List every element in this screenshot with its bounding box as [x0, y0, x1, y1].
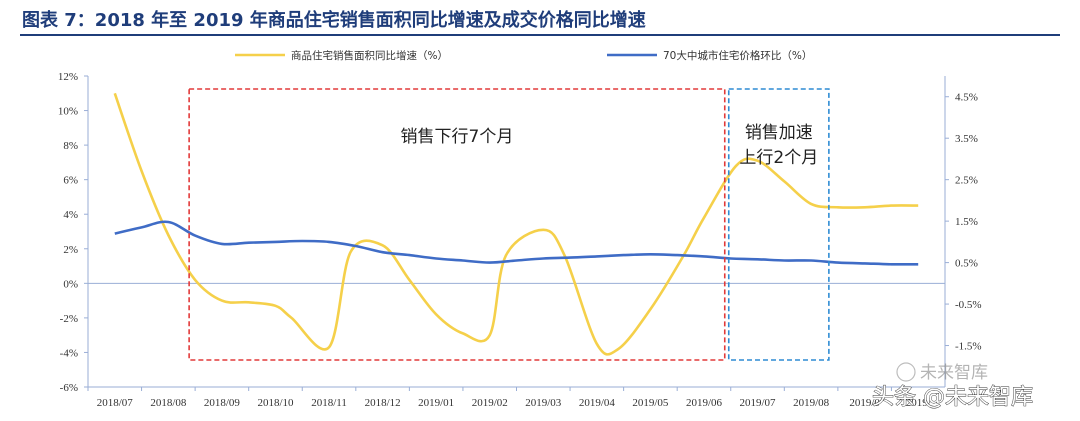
- left-tick-label: 10%: [58, 106, 78, 118]
- x-tick-label: 2019/03: [525, 397, 562, 409]
- x-tick-label: 2018/08: [150, 397, 187, 409]
- x-tick-label: 2019/08: [793, 397, 830, 409]
- right-tick-label: 2.5%: [955, 175, 978, 187]
- annotation-sales-down: 销售下行7个月: [401, 127, 514, 147]
- price-mom-line: [114, 220, 919, 266]
- legend-label-sales: 商品住宅销售面积同比增速（%）: [291, 49, 448, 62]
- red-annotation-box: [188, 88, 726, 361]
- x-tick-label: 2019/0: [849, 397, 880, 409]
- annotation-sales-up-line2: 上行2个月: [739, 148, 818, 168]
- right-tick-label: 1.5%: [955, 216, 978, 228]
- x-tick-label: 2018/12: [365, 397, 401, 409]
- right-tick-label: 0.5%: [955, 258, 978, 270]
- x-tick-label: 2019/02: [472, 397, 508, 409]
- x-tick-label: 2019/01: [418, 397, 454, 409]
- right-tick-label: -0.5%: [955, 299, 982, 311]
- left-tick-label: 0%: [63, 278, 78, 290]
- right-tick-label: 4.5%: [955, 92, 978, 104]
- chart-title: 图表 7：2018 年至 2019 年商品住宅销售面积同比增速及成交价格同比增速: [22, 10, 646, 31]
- x-tick-label: 2019/04: [579, 397, 616, 409]
- x-tick-label: 2019/: [906, 397, 932, 409]
- blue-annotation-box: [727, 88, 830, 361]
- title-divider: [20, 34, 1060, 36]
- left-tick-label: 6%: [63, 175, 78, 187]
- x-tick-label: 2018/07: [97, 397, 134, 409]
- wechat-watermark-text: 未来智库: [920, 363, 988, 383]
- wechat-icon: [896, 362, 916, 382]
- line-chart: -6% -4% -2% 0% 2% 4% 6% 8% 10% 12% -1.5% -0.5% 0.5% 1…: [58, 49, 1034, 410]
- x-tick-label: 2018/09: [204, 397, 241, 409]
- left-tick-label: -4%: [60, 347, 78, 359]
- right-tick-label: 3.5%: [955, 133, 978, 145]
- toutiao-watermark-text: 头条 @未来智库: [872, 385, 1033, 410]
- x-tick-label: 2018/10: [257, 397, 294, 409]
- left-tick-label: 8%: [63, 140, 78, 152]
- x-tick-label: 2019/07: [740, 397, 777, 409]
- x-tick-label: 2019/05: [632, 397, 669, 409]
- left-tick-label: 4%: [63, 209, 78, 221]
- x-tick-label: 2018/11: [311, 397, 347, 409]
- left-tick-label: -6%: [60, 382, 78, 394]
- wechat-watermark: 未来智库: [896, 362, 988, 383]
- left-tick-label: 12%: [58, 71, 78, 83]
- left-tick-label: 2%: [63, 244, 78, 256]
- x-tick-label: 2019/06: [686, 397, 723, 409]
- legend-label-price: 70大中城市住宅价格环比（%）: [663, 49, 812, 62]
- sales-growth-line: [113, 92, 919, 356]
- right-tick-label: -1.5%: [955, 341, 982, 353]
- title-bar: 图表 7：2018 年至 2019 年商品住宅销售面积同比增速及成交价格同比增速: [0, 0, 1080, 36]
- left-tick-label: -2%: [60, 313, 78, 325]
- annotation-sales-up-line1: 销售加速: [745, 123, 813, 143]
